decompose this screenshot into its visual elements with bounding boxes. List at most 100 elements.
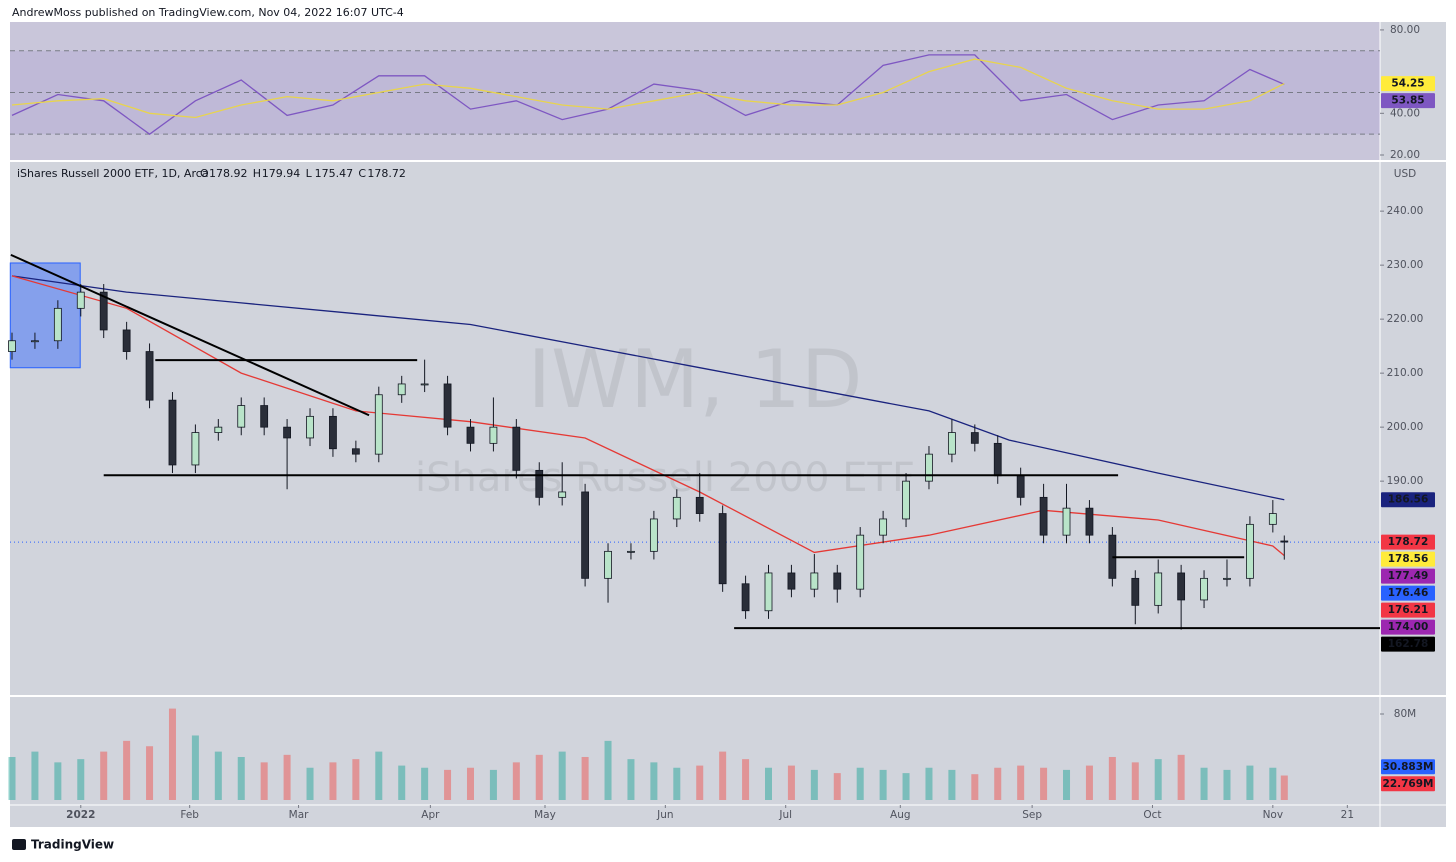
volume-bar — [306, 767, 314, 800]
candle-body — [1223, 577, 1231, 580]
x-tick-label: Apr — [421, 809, 440, 821]
candle-body — [8, 340, 16, 352]
watermark-symbol: IWM, 1D — [527, 333, 862, 426]
volume-bar — [627, 759, 635, 800]
y-tick-label: 220.00 — [1387, 313, 1424, 325]
volume-bar — [100, 751, 108, 800]
volume-bar — [535, 754, 543, 800]
candle-body — [237, 405, 246, 428]
x-tick-label: Nov — [1263, 809, 1284, 821]
price-tag-label: 174.00 — [1388, 621, 1429, 633]
candle-body — [466, 426, 475, 444]
candle-body — [214, 426, 223, 433]
candle-body — [558, 491, 567, 498]
price-tag-label: 178.72 — [1388, 536, 1429, 548]
volume-bar — [123, 740, 131, 800]
price-tag-label: 22.769M — [1383, 778, 1434, 790]
candle-body — [512, 426, 521, 471]
candle-body — [1268, 513, 1277, 525]
candle-body — [627, 550, 635, 553]
volume-bar — [1017, 765, 1025, 800]
candle-body — [1016, 475, 1025, 498]
candle-body — [1039, 496, 1048, 536]
candle-body — [329, 415, 337, 450]
ohlc-key: H — [253, 167, 261, 180]
price-tag — [1381, 551, 1435, 567]
volume-bar — [168, 708, 176, 800]
candle-body — [879, 518, 888, 536]
candle-body — [99, 291, 108, 331]
price-tag-label: 53.85 — [1391, 95, 1424, 107]
volume-bar — [329, 762, 337, 800]
x-tick-label: Mar — [289, 809, 309, 821]
volume-bar — [8, 756, 16, 800]
candle-body — [1177, 572, 1186, 601]
volume-bar — [1280, 775, 1288, 800]
y-tick-label: 210.00 — [1387, 367, 1424, 379]
volume-bar — [856, 767, 864, 800]
ohlc-value: 175.47 — [315, 167, 354, 180]
candle-body — [856, 534, 865, 590]
volume-bar — [398, 765, 406, 800]
rsi-pane — [10, 22, 1380, 160]
volume-bar — [489, 769, 497, 800]
candle-body — [53, 307, 62, 342]
candle-body — [1131, 577, 1140, 606]
price-tag — [1381, 534, 1435, 550]
candle-body — [397, 383, 406, 396]
volume-bar — [581, 756, 589, 800]
price-tag-label: 30.883M — [1383, 761, 1434, 773]
line-series — [11, 54, 1285, 136]
price-tag — [1381, 76, 1435, 92]
x-tick-label: Aug — [890, 809, 911, 821]
y-tick-label: 230.00 — [1387, 259, 1424, 271]
candle-body — [489, 426, 498, 444]
y-tick-label: 80.00 — [1390, 24, 1420, 36]
price-tag-label: 176.46 — [1388, 587, 1429, 599]
y-tick-label: 20.00 — [1390, 149, 1420, 161]
volume-bar — [31, 751, 39, 800]
volume-bar — [1200, 767, 1208, 800]
watermark-name: iShares Russell 2000 ETF — [415, 455, 915, 501]
volume-bar — [1131, 762, 1139, 800]
volume-bar — [650, 762, 658, 800]
candle-body — [718, 513, 727, 585]
volume-bar — [994, 767, 1002, 800]
x-tick-label: Jun — [656, 809, 673, 821]
candle-body — [741, 583, 750, 612]
price-tag-label: 178.56 — [1388, 553, 1429, 565]
candle-body — [145, 351, 154, 401]
volume-bar — [1108, 756, 1116, 800]
published-note: AndrewMoss published on TradingView.com,… — [12, 6, 404, 19]
volume-bar — [77, 759, 85, 800]
price-tag-label: 177.49 — [1388, 570, 1429, 582]
volume-bar — [1063, 769, 1071, 800]
x-tick-label: Jul — [778, 809, 792, 821]
volume-bar — [237, 756, 245, 800]
ohlc-value: 178.72 — [367, 167, 406, 180]
brand: TradingView — [31, 838, 114, 852]
axis-unit: USD — [1394, 168, 1416, 180]
volume-bar — [558, 751, 566, 800]
x-tick-label: 2022 — [66, 809, 95, 821]
candle-body — [1246, 523, 1254, 579]
candle-body — [191, 432, 200, 466]
y-tick-label: 200.00 — [1387, 421, 1424, 433]
price-tag-label: 176.21 — [1388, 604, 1429, 616]
volume-bar — [466, 767, 474, 800]
trend-line — [10, 253, 370, 417]
candle-body — [168, 399, 177, 466]
symbol-legend: iShares Russell 2000 ETF, 1D, Arca — [17, 167, 209, 180]
ohlc-key: O — [200, 167, 209, 180]
y-tick-label: 190.00 — [1387, 475, 1424, 487]
candle-body — [925, 453, 933, 482]
candle-body — [283, 426, 291, 439]
candle-body — [31, 340, 39, 343]
price-tag — [1381, 776, 1435, 792]
volume-bar — [191, 735, 199, 800]
volume-bar — [375, 751, 383, 800]
x-tick-label: Sep — [1022, 809, 1042, 821]
volume-bar — [1177, 754, 1185, 800]
volume-bar — [512, 762, 520, 800]
volume-bar — [742, 759, 750, 800]
